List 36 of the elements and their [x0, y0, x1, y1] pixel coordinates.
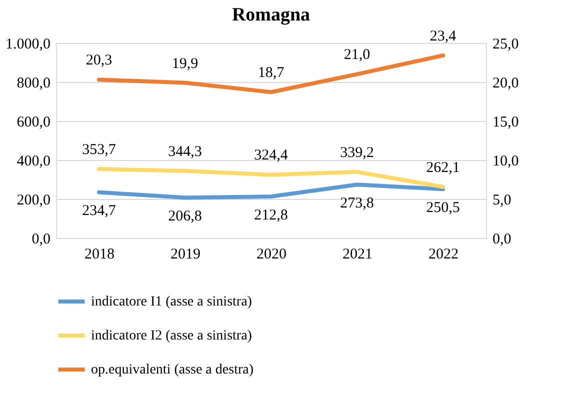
data-label: 20,3 [86, 52, 112, 69]
y-tick-label: 1.000,0 [6, 36, 50, 52]
data-label: 21,0 [344, 47, 370, 64]
data-label: 353,7 [82, 142, 116, 158]
data-label: 18,7 [258, 65, 285, 82]
x-tick-label: 2021 [342, 246, 372, 262]
y2-tick-label: 0,0 [492, 232, 512, 248]
data-label: 234,7 [82, 203, 116, 220]
y2-tick-label: 5,0 [492, 192, 512, 208]
data-label: 339,2 [340, 144, 374, 161]
data-label: 250,5 [426, 200, 460, 216]
data-label: 19,9 [172, 56, 198, 72]
x-tick-label: 2020 [256, 246, 286, 262]
data-label: 324,4 [254, 148, 288, 164]
x-tick-label: 2019 [170, 246, 200, 262]
chart-title: Romagna [232, 4, 311, 26]
y2-tick-label: 10,0 [492, 154, 519, 170]
data-label: 212,8 [254, 208, 288, 224]
y-tick-label: 600,0 [16, 114, 50, 130]
y-tick-label: 400,0 [16, 154, 50, 170]
x-tick-label: 2022 [428, 246, 458, 262]
legend-label: indicatore I2 (asse a sinistra) [91, 328, 252, 344]
legend-label: op.equivalenti (asse a destra) [91, 362, 254, 378]
y2-tick-label: 20,0 [492, 76, 519, 92]
y2-tick-label: 15,0 [492, 114, 519, 130]
data-label: 23,4 [430, 28, 457, 44]
data-label: 344,3 [168, 144, 202, 160]
x-tick-label: 2018 [84, 246, 114, 262]
y-tick-label: 800,0 [16, 76, 50, 92]
data-label: 273,8 [340, 196, 374, 212]
data-label: 262,1 [426, 160, 460, 176]
legend-label: indicatore I1 (asse a sinistra) [91, 294, 252, 310]
data-label: 206,8 [168, 208, 202, 225]
y2-tick-label: 25,0 [492, 36, 519, 52]
y-tick-label: 200,0 [16, 192, 50, 208]
y-tick-label: 0,0 [32, 232, 50, 248]
